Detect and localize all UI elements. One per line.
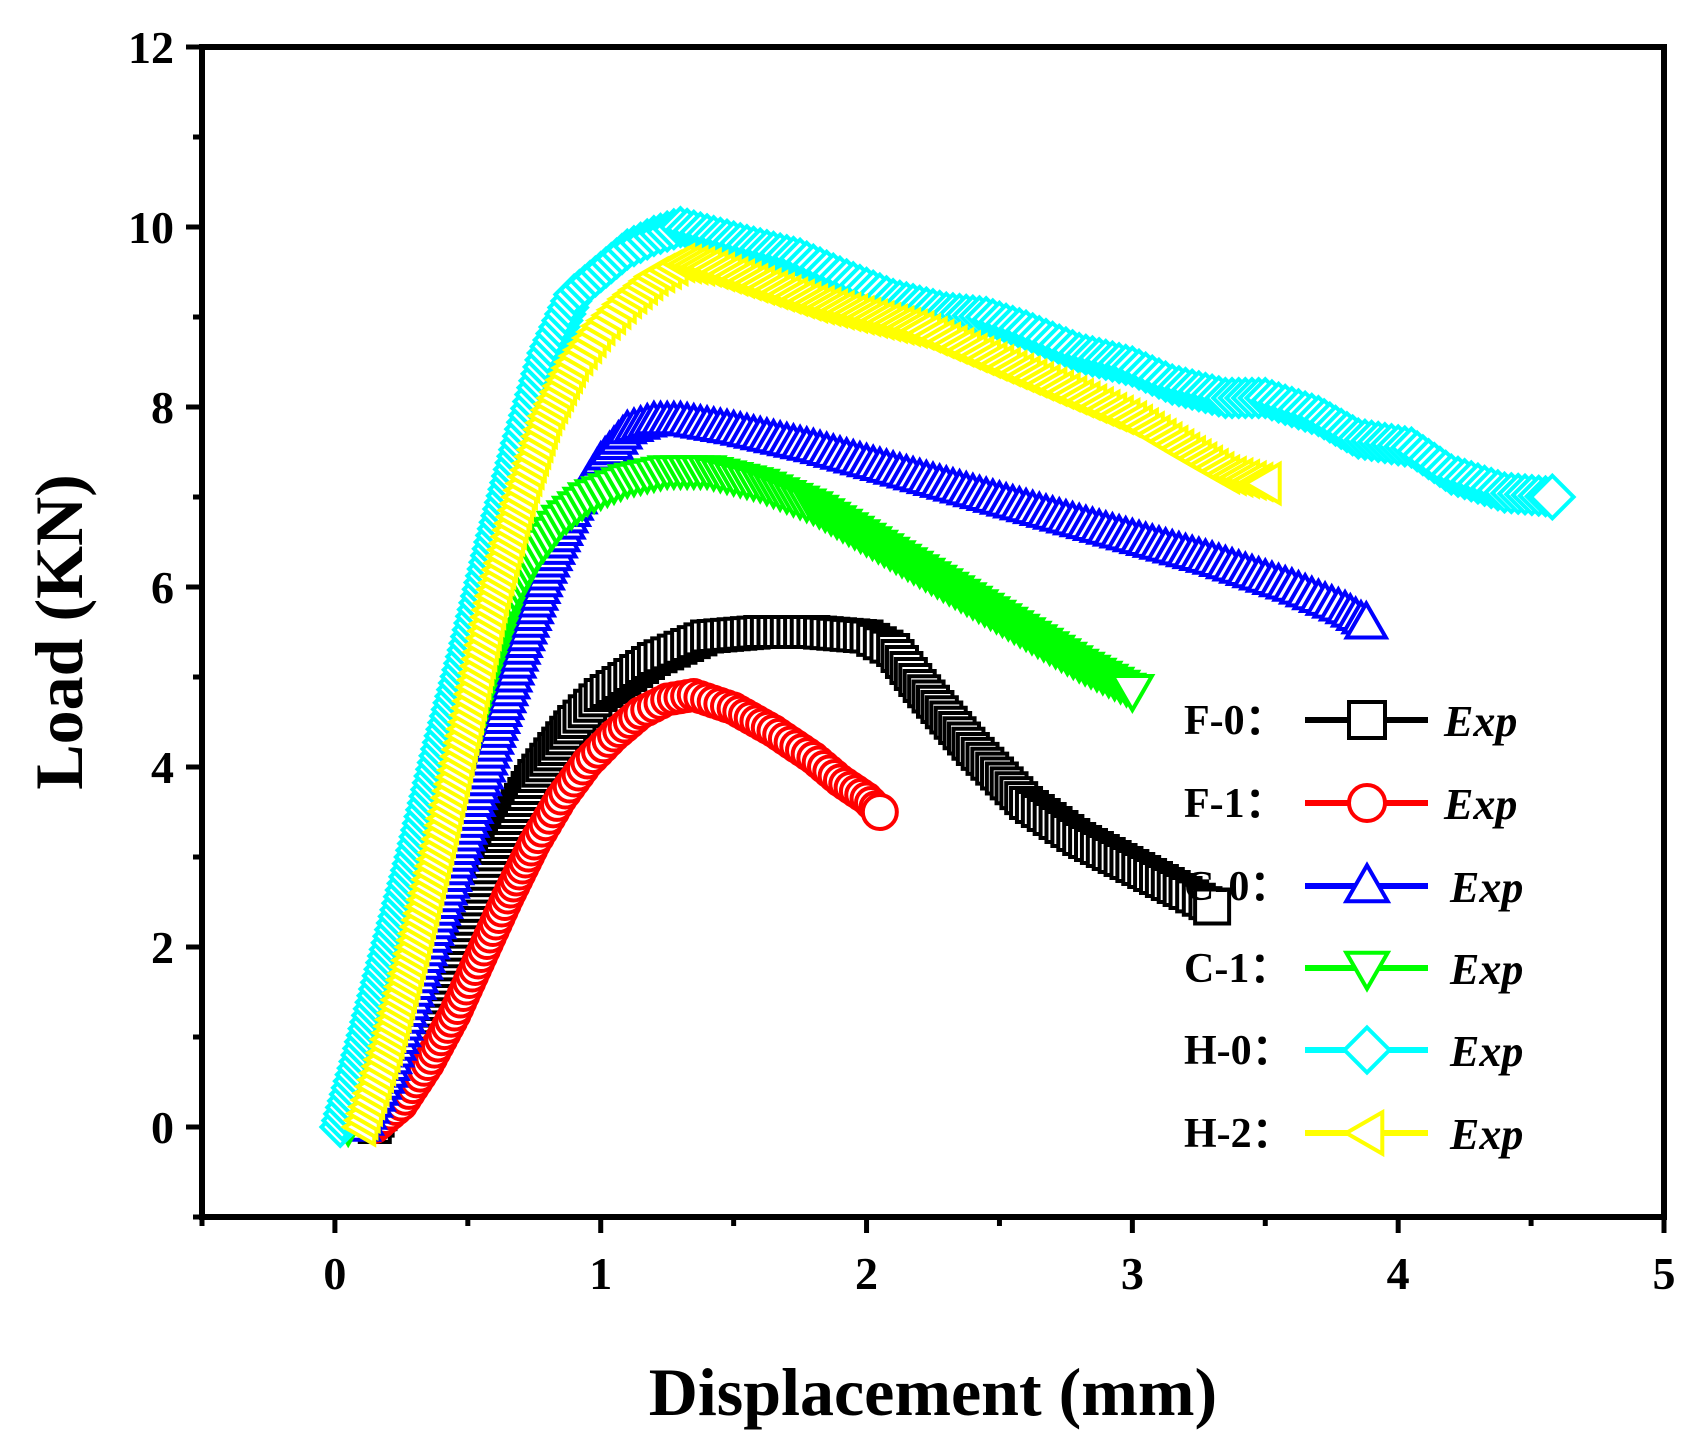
legend-marker [1342,950,1392,993]
legend-series-name: H-0： [1184,1028,1294,1074]
legend-item: C-1： Exp [1184,945,1523,994]
legend-label: Exp [1443,697,1517,746]
y-tick-label: 12 [128,22,174,73]
x-tick-label: 4 [1387,1248,1410,1299]
legend-series-name: C-0： [1184,864,1291,910]
legend-marker [1342,1108,1385,1158]
legend-item: H-2： Exp [1184,1108,1523,1159]
y-tick-label: 2 [151,922,174,973]
data-point [1193,887,1232,926]
x-tick-label: 5 [1653,1248,1676,1299]
data-point [1241,460,1282,507]
legend-marker [1347,783,1387,823]
series-h-2 [340,242,1282,1148]
legend-marker [1341,1024,1393,1076]
x-axis-title: Displacement (mm) [649,1354,1217,1430]
y-tick-label: 10 [128,202,174,253]
y-tick-label: 4 [151,742,174,793]
y-tick-label: 8 [151,382,174,433]
data-point [1109,674,1156,715]
data-point [1528,472,1577,522]
legend-series-name: F-1： [1184,781,1287,827]
data-series-group [318,205,1577,1149]
y-tick-label: 6 [151,562,174,613]
y-axis-title: Load (KN) [21,474,97,789]
legend-item: F-1： Exp [1184,780,1517,829]
data-point [1343,599,1390,640]
legend-label: Exp [1443,780,1517,829]
plot-frame [199,44,1667,1220]
legend-series-name: C-1： [1184,946,1291,992]
x-tick-label: 0 [323,1248,346,1299]
legend-marker [1347,700,1387,740]
legend-marker [1342,861,1392,904]
y-tick-label: 0 [151,1102,174,1153]
legend-series-name: H-2： [1184,1111,1294,1157]
legend-series-name: F-0： [1184,698,1287,744]
legend-item: C-0： Exp [1184,861,1523,912]
x-tick-label: 2 [855,1248,878,1299]
series-c-0 [340,399,1390,1142]
legend: F-0： Exp F-1： Exp C-0： Exp C-1： Exp H-0： Exp H-2： E… [1184,697,1523,1159]
legend-label: Exp [1449,1027,1523,1076]
legend-label: Exp [1449,863,1523,912]
x-tick-label: 3 [1121,1248,1144,1299]
legend-item: H-0： Exp [1184,1024,1523,1076]
data-point [860,793,899,831]
legend-label: Exp [1449,945,1523,994]
legend-item: F-0： Exp [1184,697,1517,746]
x-tick-label: 1 [589,1248,612,1299]
legend-label: Exp [1449,1110,1523,1159]
